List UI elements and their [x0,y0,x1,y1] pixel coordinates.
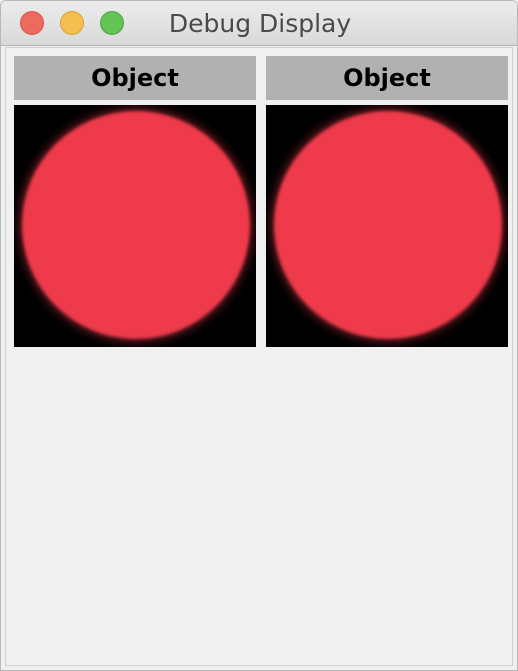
object-panel-header: Object [14,56,256,100]
object-panel-header: Object [266,56,508,100]
object-view [14,105,256,347]
window-title: Debug Display [168,9,352,38]
object-circle-image [22,111,250,339]
title-bar[interactable]: Debug Display [1,1,517,46]
object-view [266,105,508,347]
object-panel-1: Object [14,56,256,347]
close-icon[interactable] [20,11,44,35]
object-circle-image [274,111,502,339]
object-panel-2: Object [266,56,508,347]
content-area: Object Object [5,47,513,666]
minimize-icon[interactable] [60,11,84,35]
maximize-icon[interactable] [100,11,124,35]
